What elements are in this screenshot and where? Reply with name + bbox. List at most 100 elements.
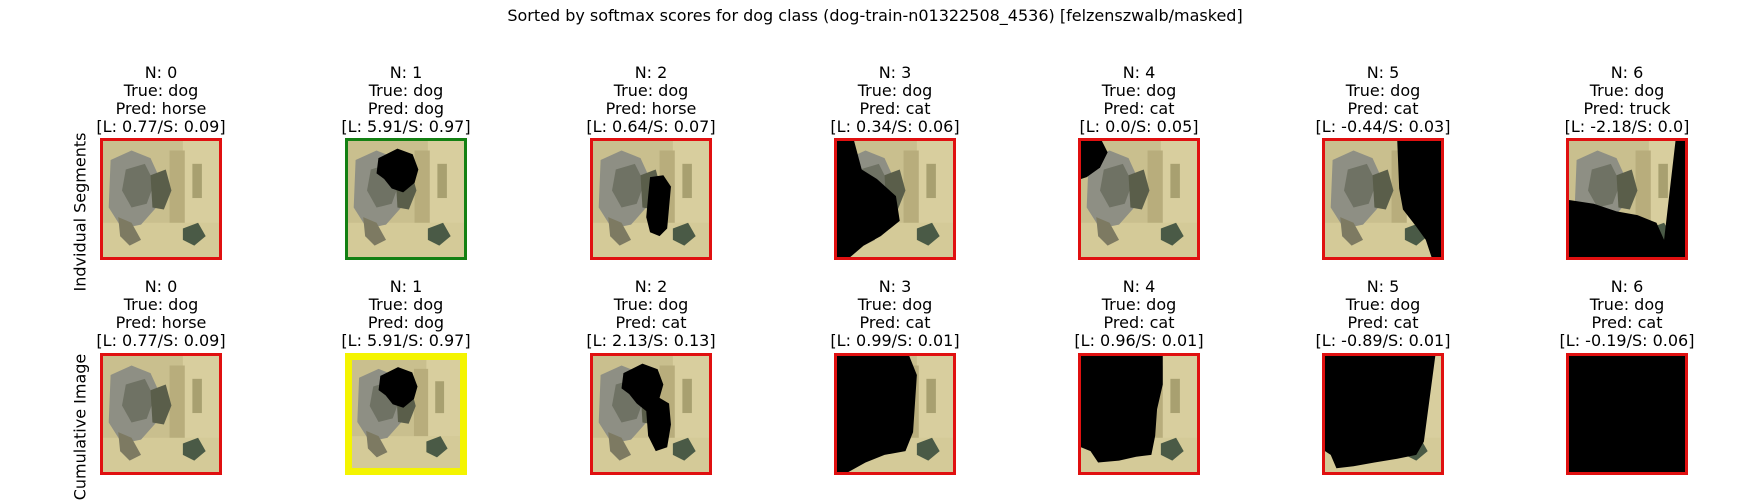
panel-caption: N: 6 True: dog Pred: truck [L: -2.18/S: 0.0… xyxy=(1517,64,1737,136)
panel-caption: N: 4 True: dog Pred: cat [L: 0.96/S: 0.01] xyxy=(1029,278,1249,350)
panel-index: N: 0 xyxy=(144,63,178,82)
panel-scores: [L: 0.99/S: 0.01] xyxy=(830,331,960,350)
panel-true-label: True: dog xyxy=(613,295,689,314)
panel-true-label: True: dog xyxy=(1345,295,1421,314)
panel-pred-label: Pred: dog xyxy=(367,99,445,118)
panel-tile xyxy=(345,353,467,475)
panel-index: N: 4 xyxy=(1122,277,1156,296)
panel-index: N: 1 xyxy=(389,277,423,296)
segment-image xyxy=(348,141,464,257)
segment-image xyxy=(1569,356,1685,472)
panel-pred-label: Pred: horse xyxy=(115,99,207,118)
segment-image xyxy=(1325,141,1441,257)
panel-pred-label: Pred: cat xyxy=(1103,313,1175,332)
panel-pred-label: Pred: cat xyxy=(1347,99,1419,118)
panel-true-label: True: dog xyxy=(368,81,444,100)
panel-caption: N: 5 True: dog Pred: cat [L: -0.44/S: 0.03] xyxy=(1273,64,1493,136)
panel-scores: [L: 0.34/S: 0.06] xyxy=(830,117,960,136)
segment-image xyxy=(593,356,709,472)
panel-index: N: 2 xyxy=(634,277,668,296)
panel-index: N: 3 xyxy=(878,277,912,296)
panel-index: N: 5 xyxy=(1366,63,1400,82)
mask-region xyxy=(621,363,671,452)
panel-scores: [L: 0.77/S: 0.09] xyxy=(96,331,226,350)
figure-title: Sorted by softmax scores for dog class (… xyxy=(507,6,1243,25)
panel-pred-label: Pred: horse xyxy=(605,99,697,118)
panel-tile xyxy=(1078,353,1200,475)
panel-caption: N: 3 True: dog Pred: cat [L: 0.99/S: 0.01] xyxy=(785,278,1005,350)
panel-tile xyxy=(1566,138,1688,260)
panel-true-label: True: dog xyxy=(1101,295,1177,314)
panel-pred-label: Pred: dog xyxy=(367,313,445,332)
panel-index: N: 6 xyxy=(1610,63,1644,82)
panel-true-label: True: dog xyxy=(857,295,933,314)
panel-tile xyxy=(345,138,467,260)
segment-image xyxy=(1569,141,1685,257)
panel-scores: [L: 5.91/S: 0.97] xyxy=(341,117,471,136)
mask-region xyxy=(1569,141,1685,257)
panel-scores: [L: -0.44/S: 0.03] xyxy=(1315,117,1451,136)
panel-tile xyxy=(100,138,222,260)
mask-region xyxy=(378,367,418,408)
panel-caption: N: 5 True: dog Pred: cat [L: -0.89/S: 0.01] xyxy=(1273,278,1493,350)
panel-scores: [L: 5.91/S: 0.97] xyxy=(341,331,471,350)
segment-image xyxy=(103,356,219,472)
panel-caption: N: 3 True: dog Pred: cat [L: 0.34/S: 0.06] xyxy=(785,64,1005,136)
mask-region xyxy=(1081,141,1108,180)
panel-tile xyxy=(1322,353,1444,475)
mask-region xyxy=(1569,356,1685,472)
panel-scores: [L: 0.0/S: 0.05] xyxy=(1079,117,1199,136)
segment-image xyxy=(837,141,953,257)
panel-true-label: True: dog xyxy=(857,81,933,100)
mask-region xyxy=(837,356,917,472)
panel-scores: [L: 0.96/S: 0.01] xyxy=(1074,331,1204,350)
panel-tile xyxy=(1322,138,1444,260)
panel-caption: N: 0 True: dog Pred: horse [L: 0.77/S: 0.09… xyxy=(51,64,271,136)
panel-index: N: 4 xyxy=(1122,63,1156,82)
panel-caption: N: 1 True: dog Pred: dog [L: 5.91/S: 0.97] xyxy=(296,64,516,136)
panel-index: N: 6 xyxy=(1610,277,1644,296)
panel-scores: [L: -0.19/S: 0.06] xyxy=(1559,331,1695,350)
segment-image xyxy=(593,141,709,257)
mask-region xyxy=(646,175,671,237)
panel-tile xyxy=(834,138,956,260)
panel-tile xyxy=(1078,138,1200,260)
panel-caption: N: 2 True: dog Pred: horse [L: 0.64/S: 0.07… xyxy=(541,64,761,136)
segment-image xyxy=(1081,356,1197,472)
panel-pred-label: Pred: cat xyxy=(1591,313,1663,332)
panel-true-label: True: dog xyxy=(123,295,199,314)
mask-region xyxy=(376,148,419,193)
panel-pred-label: Pred: horse xyxy=(115,313,207,332)
panel-true-label: True: dog xyxy=(1589,295,1665,314)
panel-pred-label: Pred: cat xyxy=(1103,99,1175,118)
segment-image xyxy=(1081,141,1197,257)
mask-region xyxy=(1325,356,1436,469)
panel-pred-label: Pred: cat xyxy=(1347,313,1419,332)
panel-pred-label: Pred: cat xyxy=(859,99,931,118)
panel-tile xyxy=(590,138,712,260)
panel-caption: N: 6 True: dog Pred: cat [L: -0.19/S: 0.06] xyxy=(1517,278,1737,350)
panel-scores: [L: 0.64/S: 0.07] xyxy=(586,117,716,136)
mask-region xyxy=(837,141,900,257)
panel-true-label: True: dog xyxy=(613,81,689,100)
panel-scores: [L: -0.89/S: 0.01] xyxy=(1315,331,1451,350)
panel-true-label: True: dog xyxy=(123,81,199,100)
panel-caption: N: 2 True: dog Pred: cat [L: 2.13/S: 0.13] xyxy=(541,278,761,350)
panel-scores: [L: -2.18/S: 0.0] xyxy=(1564,117,1690,136)
mask-region xyxy=(1397,141,1441,257)
panel-pred-label: Pred: truck xyxy=(1583,99,1671,118)
panel-caption: N: 1 True: dog Pred: dog [L: 5.91/S: 0.97] xyxy=(296,278,516,350)
panel-caption: N: 4 True: dog Pred: cat [L: 0.0/S: 0.05] xyxy=(1029,64,1249,136)
panel-true-label: True: dog xyxy=(1345,81,1421,100)
segment-image xyxy=(837,356,953,472)
panel-tile xyxy=(590,353,712,475)
panel-index: N: 5 xyxy=(1366,277,1400,296)
panel-index: N: 0 xyxy=(144,277,178,296)
segment-image xyxy=(103,141,219,257)
panel-index: N: 2 xyxy=(634,63,668,82)
segment-image xyxy=(1325,356,1441,472)
panel-scores: [L: 2.13/S: 0.13] xyxy=(586,331,716,350)
panel-true-label: True: dog xyxy=(1589,81,1665,100)
panel-tile xyxy=(100,353,222,475)
panel-tile xyxy=(834,353,956,475)
